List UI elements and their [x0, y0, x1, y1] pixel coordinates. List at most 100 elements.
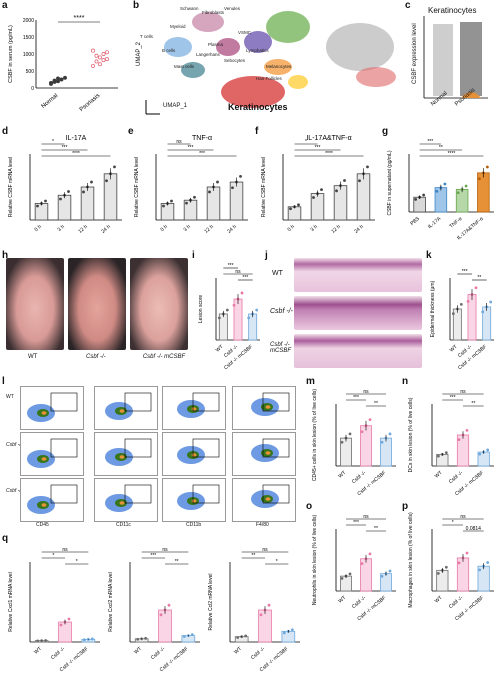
- violin-title: Keratinocytes: [428, 6, 477, 15]
- tick-label: 0 h: [287, 224, 296, 233]
- data-point: [217, 316, 221, 320]
- histology-row-ko: Csbf -/-: [270, 308, 293, 315]
- flow-x-cd11c: CD11c: [116, 522, 131, 528]
- panel-c-label: c: [405, 0, 411, 11]
- sig-label: ns: [162, 547, 168, 553]
- data-point: [236, 636, 240, 639]
- tick-label: 3 h: [183, 224, 192, 233]
- tick-label: Csbf -/-: [448, 595, 465, 610]
- data-point: [388, 432, 392, 436]
- umap-cluster-label: T cells: [140, 34, 153, 39]
- sig-label: *: [52, 553, 54, 559]
- data-point: [113, 165, 116, 169]
- data-point: [343, 179, 346, 182]
- tick-label: WT: [133, 646, 143, 656]
- tick-label: 24 h: [353, 224, 364, 235]
- sig-label: **: [251, 553, 255, 559]
- tick-label: PBS: [409, 216, 421, 227]
- chart-a: 0 500 1000 1500 2000 Normal Psoriasis **** CSBF …: [6, 6, 132, 122]
- flow-plot: [232, 432, 296, 476]
- panel-p-label: p: [402, 501, 409, 512]
- tick-label: Csbf -/-: [50, 646, 67, 661]
- data-point: [170, 199, 173, 203]
- tick-label: WT: [337, 470, 347, 480]
- y-tick: 500: [26, 69, 35, 75]
- data-point: [52, 78, 57, 83]
- violin-plot: [423, 16, 488, 99]
- data-point: [340, 576, 344, 580]
- tick-label: 3 h: [57, 224, 66, 233]
- tick-label: WT: [215, 344, 225, 354]
- flow-x-cd45: CD45: [36, 522, 49, 528]
- data-point: [105, 57, 109, 62]
- violin-panel: Keratinocytes CSBF expression level Norm…: [408, 4, 498, 122]
- umap-cluster-label: VSMC: [238, 30, 252, 35]
- data-point: [240, 291, 244, 295]
- chart-f: 0 h 3 h 12 h 24 h Relative CSBF mRNA level IL…: [259, 132, 379, 246]
- data-point: [485, 165, 489, 169]
- chart-m: WT Csbf -/- Csbf -/- mCSBF CD45+ cells in s…: [310, 382, 400, 500]
- data-point: [216, 180, 219, 184]
- data-point: [465, 428, 469, 432]
- sig-label: *: [76, 559, 78, 565]
- data-point: [185, 201, 188, 205]
- y-label: Relative CSBF mRNA level: [8, 157, 14, 217]
- tick-label: 24 h: [226, 224, 237, 235]
- chart-title: TNF-α: [192, 135, 212, 142]
- data-point: [444, 565, 448, 569]
- panel-n-label: n: [402, 376, 409, 387]
- data-point: [56, 76, 60, 81]
- flow-row-wt: WT: [6, 394, 14, 400]
- data-point: [255, 308, 259, 312]
- data-point: [436, 454, 440, 458]
- tick-label: 0 h: [160, 224, 169, 233]
- sig-label: *: [452, 520, 454, 526]
- tick-label: 24 h: [100, 224, 111, 235]
- data-point: [231, 186, 234, 190]
- data-point: [159, 613, 163, 617]
- sig-label: ****: [325, 151, 333, 157]
- data-point: [36, 204, 39, 208]
- mouse-label-ko: Csbf -/-: [86, 354, 106, 360]
- data-point: [49, 80, 53, 85]
- chart-g: PBS IL-17A TNF-α IL-17A&TNF-α CSBF in supern…: [385, 132, 498, 246]
- flow-plot: [162, 386, 226, 430]
- data-point: [290, 628, 294, 632]
- histology-ko: [294, 296, 422, 330]
- y-label: Lesion score: [198, 295, 204, 324]
- data-point: [67, 617, 71, 621]
- data-point: [91, 63, 95, 68]
- panel-f-label: f: [255, 126, 259, 137]
- umap-cluster-label: Myeloid: [170, 24, 186, 29]
- umap-cluster-label: Langerhans: [196, 52, 220, 57]
- data-point: [182, 635, 186, 638]
- chart-e: 0 h 3 h 12 h 24 h Relative CSBF mRNA level TN…: [132, 132, 252, 246]
- umap-cluster-label: Fibroblasts: [202, 10, 225, 15]
- data-point: [91, 48, 95, 53]
- tick-label: Normal: [41, 93, 60, 110]
- sig-label: ****: [72, 151, 80, 157]
- data-point: [98, 62, 102, 67]
- data-point: [368, 552, 372, 556]
- chart-n: WT Csbf -/- Csbf -/- mCSBF DCs in skin lesi…: [406, 382, 498, 500]
- flow-plot: [162, 478, 226, 522]
- sig-label: ***: [199, 151, 205, 157]
- data-point: [366, 165, 369, 169]
- chart-title: IL-17A: [66, 135, 87, 142]
- data-point: [360, 430, 364, 434]
- data-point: [360, 562, 364, 565]
- sig-label: ***: [353, 520, 359, 526]
- tick-label: 12 h: [77, 224, 88, 235]
- flow-plot: [20, 478, 84, 522]
- data-point: [464, 184, 468, 188]
- data-point: [489, 300, 493, 304]
- umap-cluster-label: Mast cells: [174, 64, 195, 69]
- tick-label: WT: [33, 646, 43, 656]
- flow-plot: [232, 386, 296, 430]
- sig-label: *: [305, 139, 307, 145]
- sig-label: ns: [460, 389, 466, 395]
- chart-p: WT Csbf -/- Csbf -/- mCSBF Macrophages in s…: [406, 507, 498, 625]
- data-point: [44, 199, 47, 203]
- sig-label: ns: [176, 139, 182, 145]
- sig-label: ns: [262, 547, 268, 553]
